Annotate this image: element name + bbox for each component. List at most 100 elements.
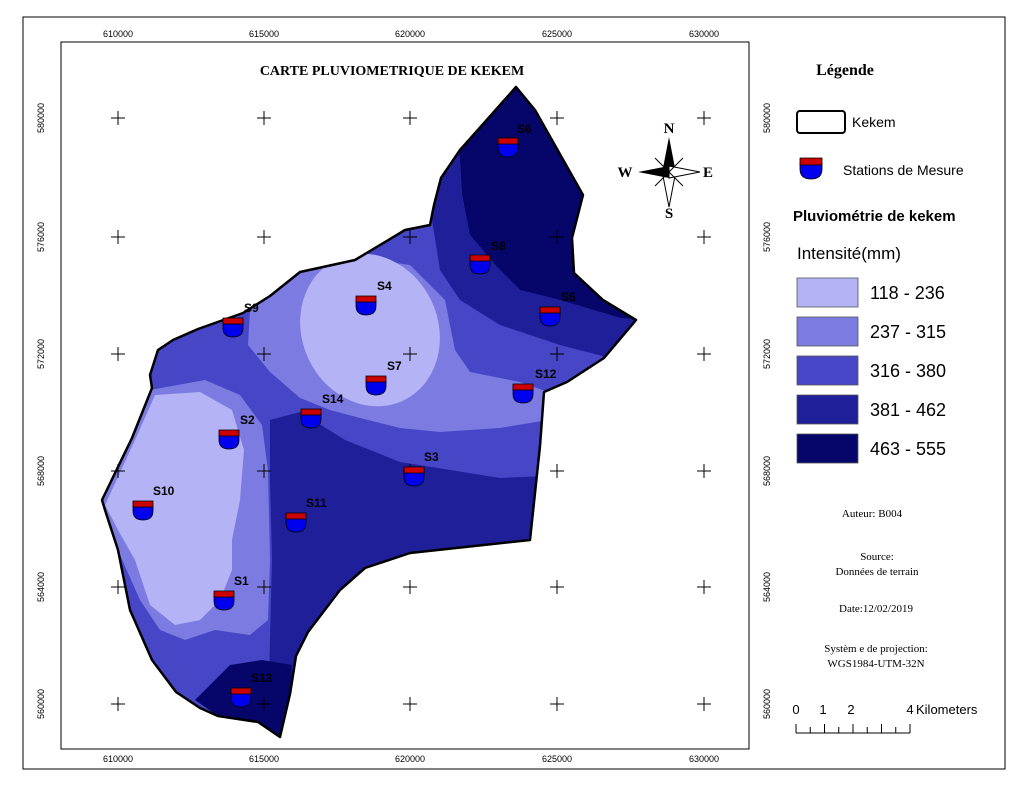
legend-class-swatch: [796, 355, 859, 386]
station-icon-body: [300, 413, 322, 429]
stations-layer: S1 S2 S3 S4 S5 S6 S7 S8 S9 S10 S11 S12 S13 S14: [132, 122, 576, 708]
station-icon-body: [213, 595, 235, 611]
zone-381-462-south: [268, 412, 545, 737]
station-s2: [218, 429, 240, 450]
y-tick-left: 576000: [36, 222, 46, 252]
map-title: CARTE PLUVIOMETRIQUE DE KEKEM: [260, 64, 524, 79]
page-frame: [22, 16, 1006, 770]
station-icon-top: [497, 137, 519, 145]
y-tick-right: 568000: [762, 456, 772, 486]
station-s7: [365, 375, 387, 396]
legend-stations-label: Stations de Mesure: [843, 162, 964, 178]
station-icon-body: [222, 322, 244, 338]
legend-class-label: 316 - 380: [870, 361, 946, 381]
station-icon-body: [132, 505, 154, 521]
x-tick-bottom: 610000: [103, 754, 133, 764]
station-icon-top: [230, 687, 252, 695]
scale-label: 0: [792, 702, 799, 717]
station-s5: [539, 306, 561, 327]
scale-label: 4: [906, 702, 913, 717]
station-icon-body: [218, 434, 240, 450]
y-tick-labels-right: 580000 576000 572000 568000 564000 560000: [762, 103, 772, 719]
station-s10: [132, 500, 154, 521]
station-label: S12: [535, 367, 557, 381]
legend-station-icon: [799, 157, 823, 180]
y-tick-right: 576000: [762, 222, 772, 252]
legend-class-swatch: [796, 433, 859, 464]
station-s4: [355, 295, 377, 316]
grid-crosses: [111, 111, 711, 711]
author-text: Auteur: B004: [842, 508, 903, 520]
legend-class-swatch: [796, 394, 859, 425]
legend-intensity-label: Intensité(mm): [797, 244, 901, 263]
station-icon-body: [230, 692, 252, 708]
x-tick-top: 610000: [103, 29, 133, 39]
y-tick-labels-left: 580000 576000 572000 568000 564000 560000: [36, 103, 46, 719]
source-title: Source:: [860, 551, 894, 563]
x-tick-bottom: 630000: [689, 754, 719, 764]
station-label: S7: [387, 359, 402, 373]
legend-class-swatch: [796, 277, 859, 308]
station-label: S13: [251, 671, 273, 685]
x-tick-bottom: 615000: [249, 754, 279, 764]
legend: Légende Kekem Stations de Mesure Pluviom…: [793, 62, 964, 464]
info-block: Auteur: B004 Source: Données de terrain …: [824, 508, 928, 670]
date-text: Date:12/02/2019: [839, 603, 913, 615]
compass-north-arrow: [663, 137, 675, 172]
station-s11: [285, 512, 307, 533]
legend-classes: 118 - 236 237 - 315 316 - 380 381 - 462 463 …: [796, 277, 946, 464]
station-label: S11: [306, 496, 327, 510]
station-icon-body: [539, 311, 561, 327]
station-icon-body: [285, 517, 307, 533]
station-icon-body: [403, 471, 425, 487]
projection-text: WGS1984-UTM-32N: [827, 658, 924, 670]
station-label: S8: [491, 239, 506, 253]
x-tick-top: 620000: [395, 29, 425, 39]
station-icon-top: [132, 500, 154, 508]
source-text: Données de terrain: [835, 566, 919, 578]
station-s1: [213, 590, 235, 611]
x-tick-top: 625000: [542, 29, 572, 39]
station-label: S10: [153, 484, 175, 498]
station-icon-body: [365, 380, 387, 396]
station-label: S2: [240, 413, 255, 427]
station-s3: [403, 466, 425, 487]
x-tick-bottom: 620000: [395, 754, 425, 764]
station-label: S1: [234, 574, 249, 588]
compass-n-label: N: [664, 121, 675, 137]
legend-class-label: 118 - 236: [870, 283, 945, 303]
y-tick-left: 568000: [36, 456, 46, 486]
zone-118-236-west: [105, 392, 244, 625]
legend-boundary-swatch: [796, 110, 846, 134]
station-label: S5: [561, 290, 576, 304]
y-tick-right: 580000: [762, 103, 772, 133]
y-tick-left: 564000: [36, 572, 46, 602]
x-tick-bottom: 625000: [542, 754, 572, 764]
station-icon-top: [285, 512, 307, 520]
x-tick-labels-top: 610000 615000 620000 625000 630000: [103, 29, 719, 39]
station-icon-top: [218, 429, 240, 437]
legend-class-label: 463 - 555: [870, 439, 946, 459]
station-icon-top: [222, 317, 244, 325]
station-label: S9: [244, 301, 259, 315]
station-icon-body: [497, 142, 519, 158]
y-tick-right: 564000: [762, 572, 772, 602]
kekem-boundary: [100, 85, 638, 739]
station-label: S14: [322, 392, 344, 406]
scale-label: 2: [847, 702, 854, 717]
y-tick-left: 580000: [36, 103, 46, 133]
station-icon-top: [512, 383, 534, 391]
station-s6: [497, 137, 519, 158]
station-s8: [469, 254, 491, 275]
legend-boundary-label: Kekem: [852, 114, 896, 130]
station-icon-top: [300, 408, 322, 416]
legend-title: Légende: [816, 62, 874, 79]
station-s9: [222, 317, 244, 338]
scale-bar: Kilometers 0 1 2 4: [792, 702, 978, 734]
compass-w-label: W: [618, 165, 633, 181]
scale-unit: Kilometers: [916, 702, 978, 717]
y-tick-left: 572000: [36, 339, 46, 369]
compass-e-label: E: [703, 165, 713, 181]
legend-class-swatch: [796, 316, 859, 347]
